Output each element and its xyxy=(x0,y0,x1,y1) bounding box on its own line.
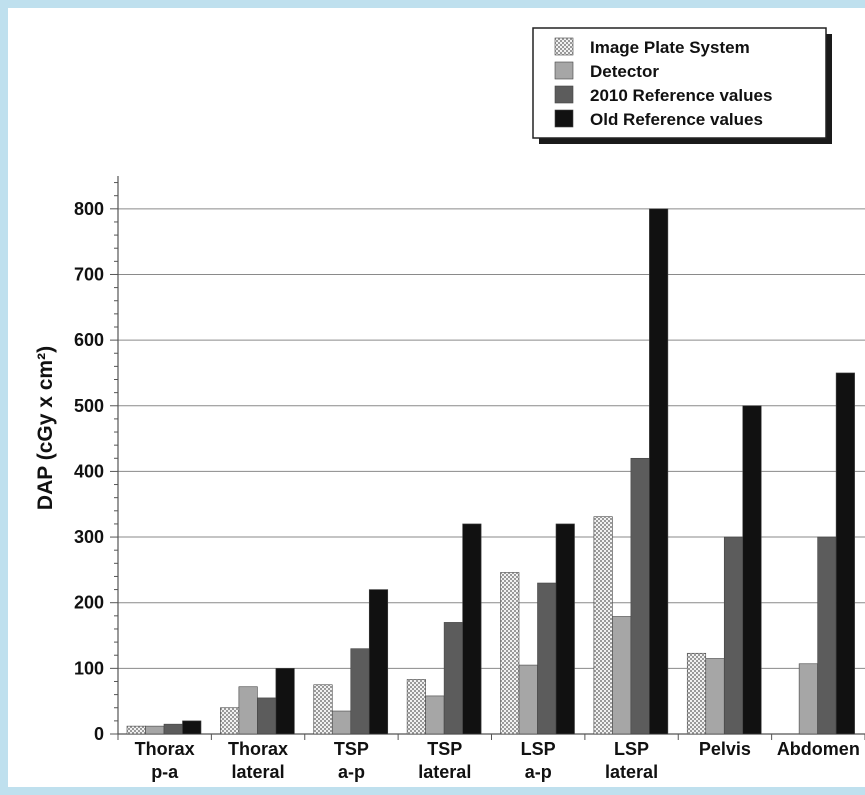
x-tick-label: a-p xyxy=(525,762,552,782)
x-tick-label: a-p xyxy=(338,762,365,782)
bar xyxy=(798,663,818,735)
y-tick-label: 600 xyxy=(74,330,104,350)
bar xyxy=(425,695,445,735)
axis-labels: DAP (cGy x cm²) 0 100 200 300 400 500 600 700 80… xyxy=(34,199,860,782)
legend-swatch xyxy=(554,109,574,128)
bar xyxy=(630,457,650,735)
y-tick-label: 300 xyxy=(74,527,104,547)
bar xyxy=(537,582,557,735)
bar xyxy=(723,536,744,735)
x-tick-label: Pelvis xyxy=(699,739,751,759)
x-tick-label: TSP xyxy=(427,739,462,759)
legend-swatch xyxy=(554,85,574,104)
bar xyxy=(238,686,258,735)
legend-swatch xyxy=(554,61,574,80)
bar xyxy=(163,723,183,735)
legend: Image Plate System Detector 2010 Reference… xyxy=(532,27,832,144)
bar xyxy=(350,648,370,735)
bar xyxy=(742,405,762,735)
gridlines xyxy=(118,208,865,669)
bar xyxy=(686,652,707,735)
legend-label: Old Reference values xyxy=(590,110,763,129)
x-tick-label: Abdomen xyxy=(777,739,860,759)
bar xyxy=(817,536,837,735)
y-axis-title: DAP (cGy x cm²) xyxy=(34,346,57,510)
y-tick-label: 800 xyxy=(74,199,104,219)
bar xyxy=(593,516,613,735)
legend-box xyxy=(532,27,827,139)
y-tick-label: 700 xyxy=(74,264,104,284)
bar xyxy=(649,208,669,735)
bar xyxy=(518,664,538,735)
x-tick-label: Thorax xyxy=(228,739,288,759)
x-tick-label: p-a xyxy=(151,762,179,782)
bar xyxy=(406,679,426,735)
bar xyxy=(443,622,463,735)
x-tick-label: LSP xyxy=(521,739,556,759)
bar xyxy=(331,710,352,735)
bars xyxy=(126,208,855,735)
bar xyxy=(835,372,855,735)
bar xyxy=(705,658,725,735)
legend-label: Image Plate System xyxy=(590,38,750,57)
legend-label: 2010 Reference values xyxy=(590,86,772,105)
bar xyxy=(182,720,202,735)
bar xyxy=(462,523,482,735)
bar xyxy=(257,697,277,735)
bar xyxy=(220,707,240,735)
x-tick-label: lateral xyxy=(605,762,658,782)
y-tick-label: 500 xyxy=(74,396,104,416)
legend-label: Detector xyxy=(590,62,659,81)
bar xyxy=(612,616,632,735)
bar xyxy=(555,523,575,735)
bar xyxy=(368,589,389,735)
x-tick-label: lateral xyxy=(418,762,471,782)
bar xyxy=(500,572,520,735)
legend-swatch xyxy=(554,37,574,56)
y-tick-label: 0 xyxy=(94,724,104,744)
x-tick-label: TSP xyxy=(334,739,369,759)
bar xyxy=(145,725,165,735)
x-tick-label: LSP xyxy=(614,739,649,759)
y-tick-label: 400 xyxy=(74,461,104,481)
x-tick-label: lateral xyxy=(232,762,285,782)
y-tick-label: 100 xyxy=(74,658,104,678)
y-tick-label: 200 xyxy=(74,593,104,613)
x-tick-label: Thorax xyxy=(135,739,195,759)
bar xyxy=(275,668,295,735)
bar xyxy=(126,725,146,735)
bar xyxy=(313,684,333,735)
